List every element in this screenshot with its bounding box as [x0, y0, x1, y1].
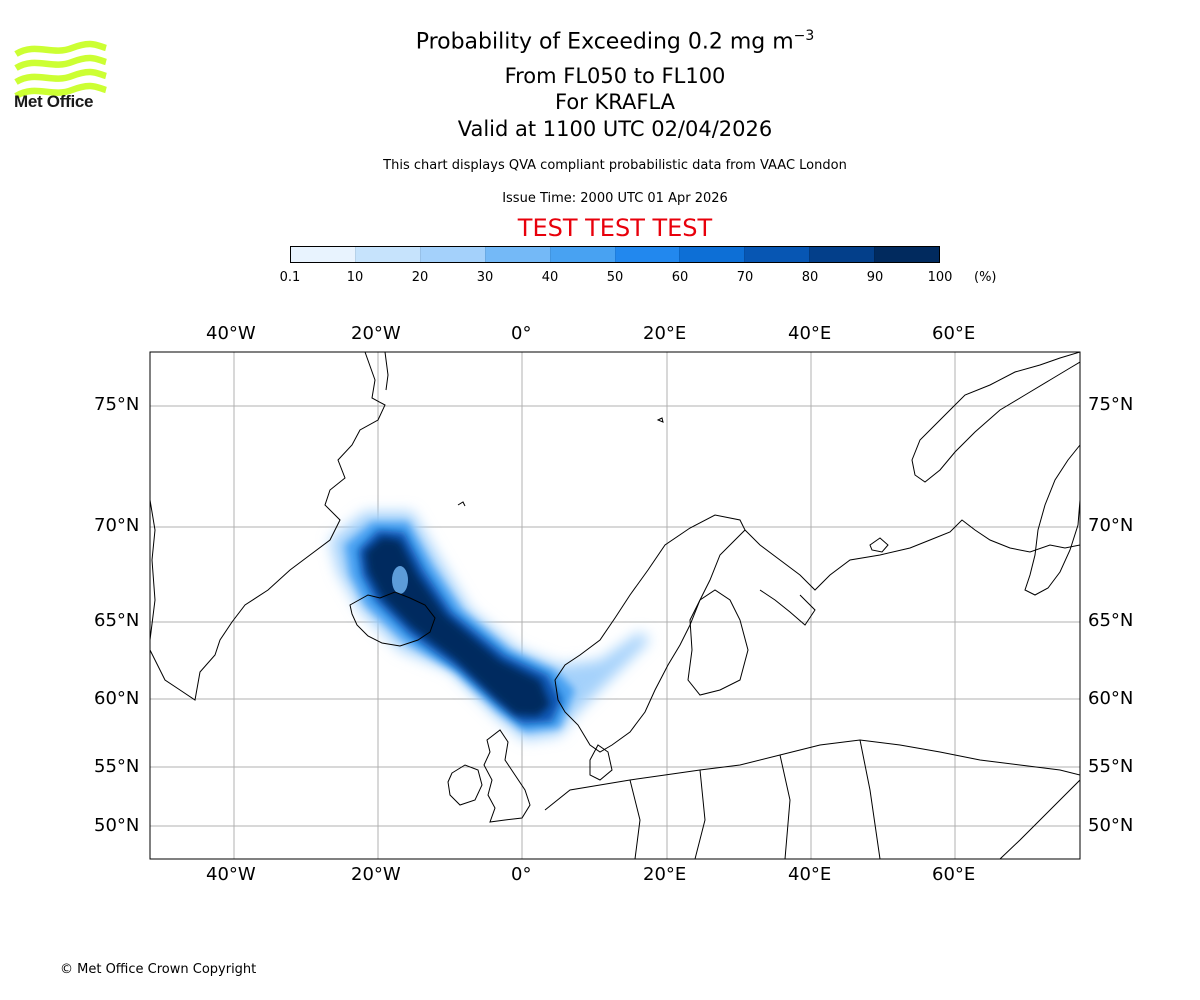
lon-label: 20°E	[643, 864, 687, 885]
lat-label: 60°N	[1088, 688, 1134, 709]
colorbar-segment	[419, 247, 485, 262]
lon-label: 20°E	[643, 323, 687, 344]
colorbar-unit: (%)	[974, 270, 997, 285]
colorbar-segment	[679, 247, 745, 262]
lon-label: 20°W	[351, 864, 401, 885]
chart-description: This chart displays QVA compliant probab…	[383, 158, 847, 173]
ash-probability-plume	[330, 512, 650, 740]
lat-label: 65°N	[1088, 610, 1134, 631]
colorbar-tick-label: 40	[541, 270, 559, 285]
test-banner: TEST TEST TEST	[517, 214, 713, 242]
lon-label: 40°W	[206, 323, 256, 344]
colorbar-tick-label: 90	[866, 270, 884, 285]
colorbar-segment	[291, 247, 355, 262]
flight-levels: From FL050 to FL100	[504, 64, 726, 88]
lon-label: 60°E	[932, 323, 976, 344]
lat-label: 60°N	[94, 688, 140, 709]
chart-title: Probability of Exceeding 0.2 mg m−3	[415, 28, 815, 55]
volcano-name: For KRAFLA	[555, 90, 675, 114]
lat-label: 50°N	[94, 815, 140, 836]
lat-label: 70°N	[94, 515, 140, 536]
lon-label: 20°W	[351, 323, 401, 344]
colorbar-tick-label: 30	[476, 270, 494, 285]
valid-time: Valid at 1100 UTC 02/04/2026	[457, 117, 773, 141]
colorbar-segment	[744, 247, 810, 262]
lon-label: 40°E	[788, 864, 832, 885]
logo-text: Met Office	[14, 92, 94, 111]
colorbar-tick-label: 100	[927, 270, 953, 285]
colorbar-segment	[614, 247, 680, 262]
colorbar	[290, 246, 940, 263]
colorbar-segment	[354, 247, 420, 262]
lat-label: 50°N	[1088, 815, 1134, 836]
lat-label: 55°N	[94, 756, 140, 777]
colorbar-tick-label: 20	[411, 270, 429, 285]
lon-label: 60°E	[932, 864, 976, 885]
coastlines	[150, 352, 1080, 859]
colorbar-tick-label: 10	[346, 270, 364, 285]
lon-label: 0°	[511, 323, 532, 344]
lon-label: 0°	[511, 864, 532, 885]
colorbar-segment	[484, 247, 550, 262]
lon-label: 40°E	[788, 323, 832, 344]
colorbar-tick-label: 80	[801, 270, 819, 285]
lon-label: 40°W	[206, 864, 256, 885]
met-office-logo-icon	[14, 40, 107, 99]
copyright: © Met Office Crown Copyright	[60, 962, 257, 977]
lat-label: 65°N	[94, 610, 140, 631]
colorbar-tick-label: 60	[671, 270, 689, 285]
lat-label: 75°N	[1088, 394, 1134, 415]
colorbar-segment	[874, 247, 940, 262]
colorbar-tick-label: 70	[736, 270, 754, 285]
lat-label: 55°N	[1088, 756, 1134, 777]
colorbar-tick-label: 50	[606, 270, 624, 285]
lat-label: 70°N	[1088, 515, 1134, 536]
colorbar-segment	[809, 247, 875, 262]
lat-label: 75°N	[94, 394, 140, 415]
colorbar-tick-label: 0.1	[279, 270, 301, 285]
colorbar-segment	[549, 247, 615, 262]
issue-time: Issue Time: 2000 UTC 01 Apr 2026	[502, 191, 728, 206]
